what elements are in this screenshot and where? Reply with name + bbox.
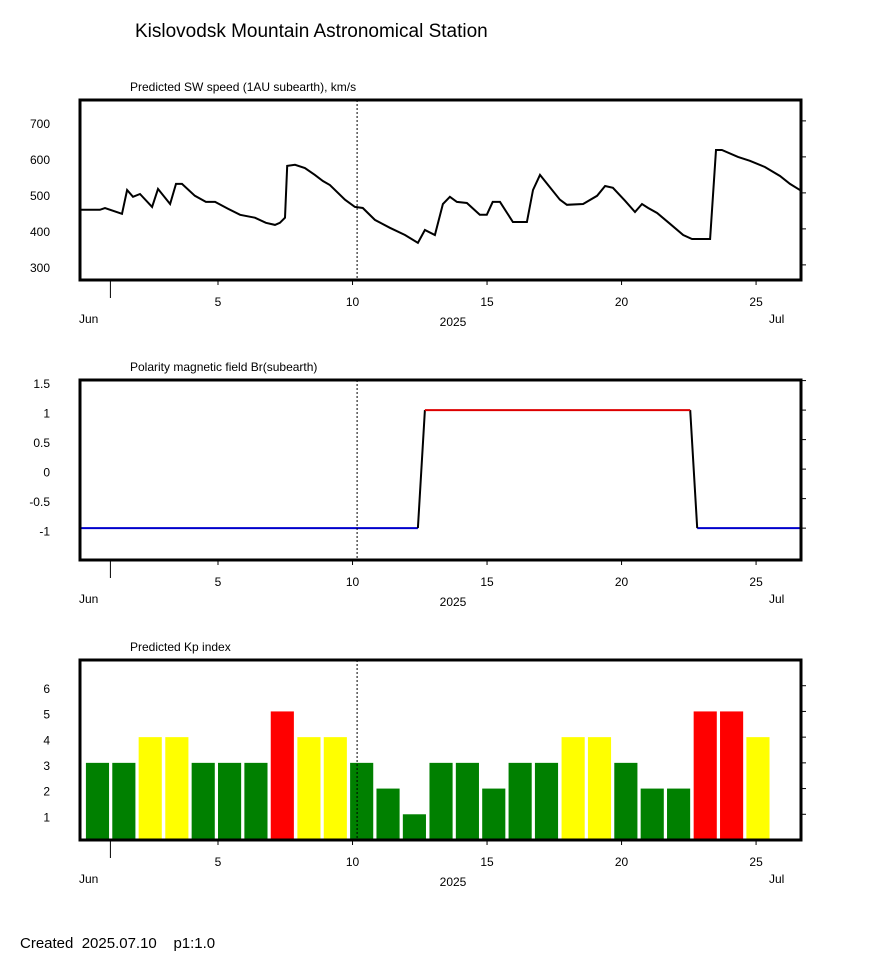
bar	[85, 762, 110, 840]
y-tick-label: 1.5	[33, 377, 50, 391]
bar	[534, 762, 559, 840]
y-tick-label: 400	[30, 225, 50, 239]
y-tick-label: 3	[43, 759, 50, 773]
bar	[482, 788, 506, 840]
x-tick-label: 5	[215, 575, 222, 589]
bar	[191, 762, 215, 840]
footer: Created 2025.07.10 p1:1.0	[20, 935, 215, 952]
panel-title: Polarity magnetic field Br(subearth)	[130, 360, 317, 374]
x-tick-label: 15	[480, 295, 494, 309]
bar	[587, 737, 612, 840]
year-label: 2025	[440, 315, 467, 329]
x-tick-label: 25	[749, 295, 763, 309]
month-label: Jun	[79, 312, 98, 326]
x-tick-label: 15	[480, 575, 494, 589]
y-tick-label: 5	[43, 708, 50, 722]
panel-title: Predicted SW speed (1AU subearth), km/s	[130, 80, 356, 94]
bar	[402, 814, 426, 840]
y-tick-label: 6	[43, 682, 50, 696]
bar	[112, 762, 136, 840]
bar	[323, 737, 347, 840]
month-label: Jun	[79, 592, 98, 606]
x-tick-label: 25	[749, 575, 763, 589]
x-tick-label: 20	[615, 295, 629, 309]
bar	[455, 762, 479, 840]
x-tick-label: 10	[346, 855, 360, 869]
y-tick-label: 1	[43, 810, 50, 824]
bar	[640, 788, 664, 840]
y-tick-label: 500	[30, 189, 50, 203]
bar	[614, 762, 638, 840]
month-label: Jul	[769, 872, 784, 886]
bar	[138, 737, 162, 840]
bar	[244, 762, 268, 840]
month-label: Jun	[79, 872, 98, 886]
x-tick-label: 20	[615, 575, 629, 589]
bar	[508, 762, 532, 840]
bar	[297, 737, 321, 840]
bar	[693, 711, 717, 840]
page-title: Kislovodsk Mountain Astronomical Station	[135, 21, 488, 42]
plot-frame	[78, 378, 803, 562]
y-tick-label: 700	[30, 117, 50, 131]
bar	[218, 762, 242, 840]
y-tick-label: 4	[43, 733, 50, 747]
y-tick-label: 0	[43, 465, 50, 479]
year-label: 2025	[440, 595, 467, 609]
bar	[561, 737, 585, 840]
bar	[270, 711, 294, 840]
y-tick-label: 0.5	[33, 436, 50, 450]
bar	[376, 788, 400, 840]
y-tick-label: -0.5	[29, 495, 50, 509]
line	[80, 149, 802, 245]
panel-title: Predicted Kp index	[130, 640, 231, 654]
year-label: 2025	[440, 875, 467, 889]
bar	[667, 788, 691, 840]
bar	[165, 737, 189, 840]
month-label: Jul	[769, 592, 784, 606]
x-tick-label: 25	[749, 855, 763, 869]
plot-frame	[78, 98, 803, 282]
bar	[350, 762, 374, 840]
y-tick-label: 300	[30, 261, 50, 275]
x-tick-label: 20	[615, 855, 629, 869]
bar	[720, 711, 744, 840]
y-tick-label: -1	[39, 524, 50, 538]
x-tick-label: 10	[346, 295, 360, 309]
y-tick-label: 600	[30, 153, 50, 167]
y-tick-label: 1	[43, 406, 50, 420]
x-tick-label: 15	[480, 855, 494, 869]
plot-frame	[78, 658, 803, 842]
month-label: Jul	[769, 312, 784, 326]
x-tick-label: 5	[215, 855, 222, 869]
x-tick-label: 5	[215, 295, 222, 309]
y-tick-label: 2	[43, 785, 50, 799]
x-tick-label: 10	[346, 575, 360, 589]
line	[416, 410, 699, 529]
bar	[429, 762, 453, 840]
bar	[746, 737, 770, 840]
